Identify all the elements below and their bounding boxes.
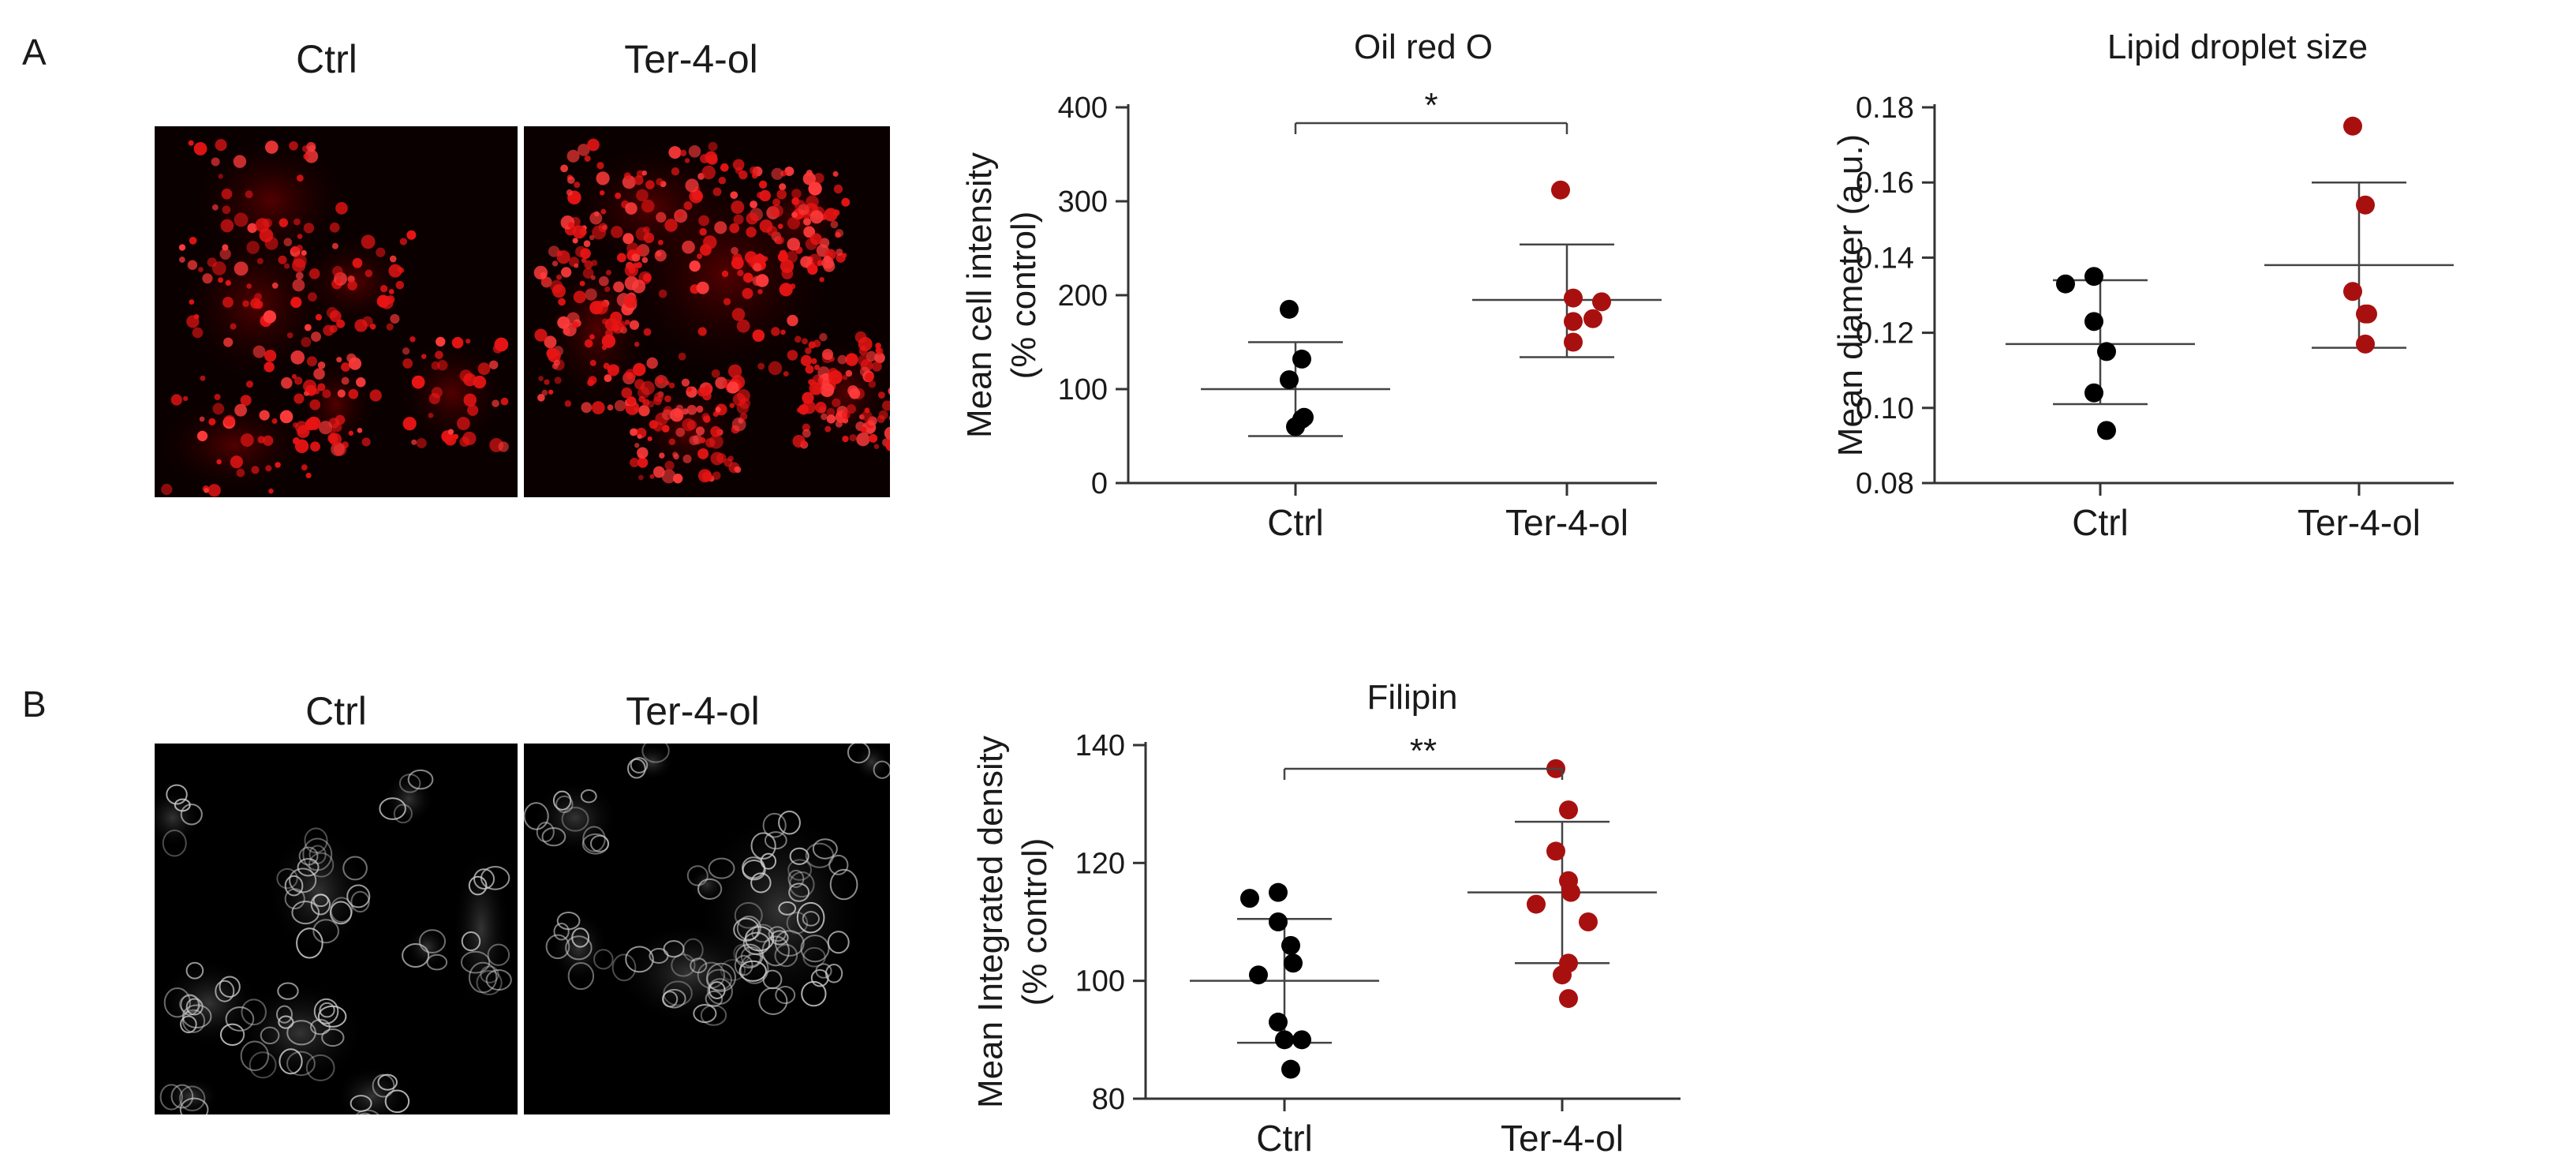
y-axis-label: Mean Integrated density — [971, 736, 1010, 1108]
y-tick-label: 0.08 — [1856, 467, 1914, 500]
chart-title: Oil red O — [1354, 28, 1493, 66]
data-point — [1551, 180, 1570, 200]
y-axis-label: Mean diameter (a.u.) — [1831, 134, 1870, 456]
data-point — [1559, 800, 1578, 820]
micrograph-a-ctrl — [155, 126, 518, 497]
data-point — [2097, 342, 2116, 361]
image-label-b-ter: Ter-4-ol — [626, 689, 759, 733]
data-point — [2358, 304, 2377, 324]
panel-letter-b: B — [22, 684, 47, 725]
data-point — [1564, 312, 1583, 332]
x-tick-label: Ter-4-ol — [1501, 1118, 1624, 1159]
data-point — [2356, 334, 2375, 354]
data-point — [1559, 989, 1578, 1009]
data-point — [1280, 299, 1299, 319]
data-point — [1249, 965, 1268, 985]
image-label-a-ctrl: Ctrl — [296, 37, 357, 81]
micrograph-b-ctrl — [155, 744, 518, 1114]
data-point — [1281, 935, 1300, 955]
data-point — [1292, 349, 1311, 369]
data-point — [1240, 889, 1259, 908]
data-point — [1583, 309, 1602, 328]
data-point — [2343, 282, 2362, 302]
x-tick-label: Ctrl — [1267, 502, 1324, 543]
y-axis-label: (% control) — [1015, 838, 1054, 1006]
data-point — [1561, 882, 1580, 902]
data-point — [2343, 116, 2362, 136]
significance-marker: ** — [1410, 732, 1437, 770]
data-point — [2356, 195, 2375, 215]
data-point — [1281, 1059, 1300, 1079]
image-label-a-ter: Ter-4-ol — [624, 37, 757, 81]
data-point — [1269, 882, 1288, 902]
data-point — [1275, 1030, 1294, 1050]
data-point — [1546, 841, 1565, 861]
data-point — [1564, 332, 1583, 352]
y-tick-label: 0.12 — [1856, 317, 1914, 350]
data-point — [1579, 912, 1598, 931]
significance-marker: * — [1424, 86, 1438, 125]
y-tick-label: 80 — [1092, 1083, 1125, 1116]
data-point — [1592, 292, 1611, 312]
panel-letter-a: A — [22, 32, 47, 73]
x-tick-label: Ter-4-ol — [1505, 502, 1628, 543]
chart-title: Filipin — [1367, 678, 1458, 717]
data-point — [2084, 383, 2103, 403]
y-tick-label: 0.14 — [1856, 242, 1914, 275]
y-tick-label: 100 — [1058, 373, 1108, 406]
data-point — [2056, 274, 2075, 294]
micrograph-a-ter — [524, 126, 890, 497]
y-tick-label: 120 — [1075, 847, 1125, 880]
y-tick-label: 300 — [1058, 185, 1108, 219]
chart-oil-red-o: Oil red O Mean cell intensity (% control) 0… — [960, 28, 1662, 543]
data-point — [1292, 1030, 1311, 1050]
data-point — [1280, 370, 1299, 390]
x-tick-label: Ter-4-ol — [2297, 502, 2421, 543]
y-tick-label: 100 — [1075, 965, 1125, 998]
y-tick-label: 0.16 — [1856, 167, 1914, 200]
y-tick-label: 0.18 — [1856, 92, 1914, 125]
y-tick-label: 140 — [1075, 729, 1125, 762]
data-point — [2097, 421, 2116, 440]
data-point — [2084, 267, 2103, 287]
data-point — [1527, 894, 1546, 914]
y-axis-label: Mean cell intensity — [960, 152, 999, 438]
y-tick-label: 0 — [1091, 467, 1108, 500]
image-label-b-ctrl: Ctrl — [305, 689, 367, 733]
micrograph-b-ter — [524, 744, 890, 1114]
x-tick-label: Ctrl — [2072, 502, 2129, 543]
data-point — [2084, 312, 2103, 332]
data-point — [1286, 417, 1305, 436]
data-point — [1284, 953, 1303, 973]
chart-title: Lipid droplet size — [2107, 28, 2368, 66]
data-point — [1269, 912, 1288, 931]
data-point — [1564, 288, 1583, 308]
y-axis-label: (% control) — [1004, 212, 1043, 380]
chart-filipin: Filipin Mean Integrated density (% control… — [971, 678, 1681, 1159]
x-tick-label: Ctrl — [1256, 1118, 1313, 1159]
data-point — [1269, 1012, 1288, 1032]
y-tick-label: 200 — [1058, 279, 1108, 313]
y-tick-label: 0.10 — [1856, 392, 1914, 425]
y-tick-label: 400 — [1058, 92, 1108, 125]
data-point — [1553, 965, 1572, 985]
